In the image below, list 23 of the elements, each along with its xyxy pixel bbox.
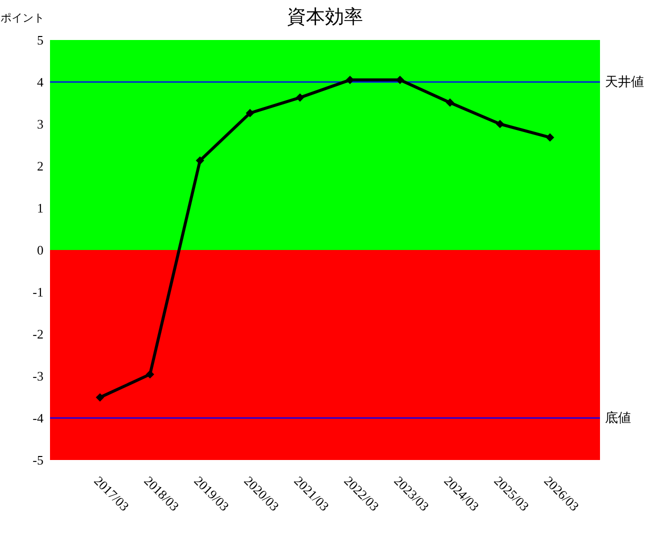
y-tick-label: -3 bbox=[32, 368, 44, 384]
y-tick-label: -4 bbox=[32, 410, 44, 426]
y-tick-label: 4 bbox=[37, 74, 44, 90]
ref-line-label: 底値 bbox=[605, 410, 631, 425]
y-tick-label: 0 bbox=[37, 242, 44, 258]
point bbox=[196, 156, 204, 165]
point bbox=[96, 393, 104, 402]
point bbox=[546, 133, 554, 142]
point bbox=[446, 98, 454, 107]
y-tick-label: 5 bbox=[37, 32, 44, 48]
point bbox=[246, 108, 254, 118]
point bbox=[296, 93, 304, 102]
y-tick-label: 2 bbox=[37, 158, 44, 174]
y-tick-label: 1 bbox=[37, 200, 44, 216]
y-axis-title: ポイント bbox=[0, 12, 44, 24]
point bbox=[496, 120, 504, 128]
y-tick-label: -1 bbox=[32, 284, 44, 300]
point bbox=[146, 370, 154, 379]
y-tick-label: -5 bbox=[32, 452, 44, 468]
y-tick-label: -2 bbox=[32, 326, 44, 342]
y-tick-label: 3 bbox=[37, 116, 44, 132]
chart-title: 資本効率 bbox=[287, 6, 363, 28]
ref-line-label: 天井値 bbox=[605, 74, 644, 89]
